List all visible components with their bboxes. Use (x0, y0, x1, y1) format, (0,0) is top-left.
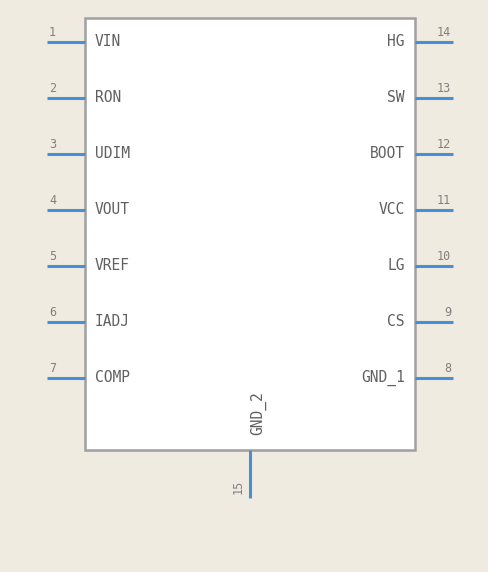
Text: 2: 2 (49, 82, 56, 95)
Text: 3: 3 (49, 138, 56, 151)
Text: 11: 11 (437, 194, 451, 207)
Text: 1: 1 (49, 26, 56, 39)
Text: 5: 5 (49, 250, 56, 263)
Text: HG: HG (387, 34, 405, 50)
Text: 9: 9 (444, 306, 451, 319)
Text: 4: 4 (49, 194, 56, 207)
Text: GND_1: GND_1 (361, 370, 405, 386)
Text: BOOT: BOOT (370, 146, 405, 161)
Bar (85, 18, 415, 450)
Text: SW: SW (387, 90, 405, 105)
Text: VCC: VCC (379, 202, 405, 217)
Text: VIN: VIN (95, 34, 121, 50)
Text: 8: 8 (444, 362, 451, 375)
Text: LG: LG (387, 259, 405, 273)
Text: GND_2: GND_2 (250, 391, 266, 435)
Text: CS: CS (387, 315, 405, 329)
Text: VREF: VREF (95, 259, 130, 273)
Text: IADJ: IADJ (95, 315, 130, 329)
Text: 13: 13 (437, 82, 451, 95)
Text: 7: 7 (49, 362, 56, 375)
Text: 10: 10 (437, 250, 451, 263)
Text: COMP: COMP (95, 371, 130, 386)
Text: 12: 12 (437, 138, 451, 151)
Text: RON: RON (95, 90, 121, 105)
Text: VOUT: VOUT (95, 202, 130, 217)
Text: 15: 15 (232, 480, 245, 494)
Text: UDIM: UDIM (95, 146, 130, 161)
Text: 6: 6 (49, 306, 56, 319)
Text: 14: 14 (437, 26, 451, 39)
